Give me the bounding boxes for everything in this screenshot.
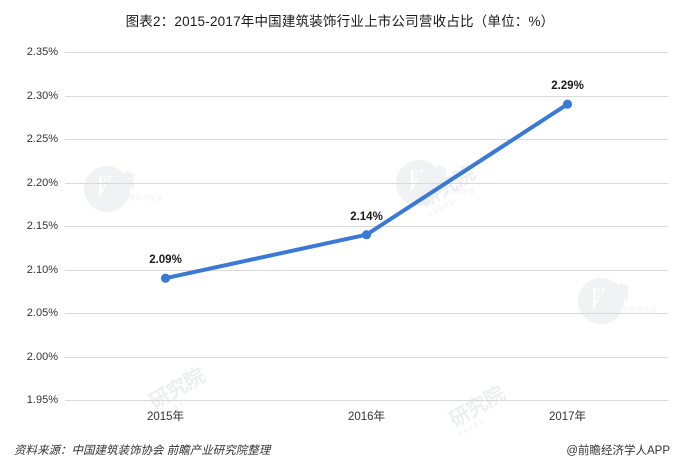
gridline [65,313,668,314]
chart-title: 图表2：2015-2017年中国建筑装饰行业上市公司营收占比（单位：%） [125,14,555,29]
gridline [65,52,668,53]
y-axis-tick-label: 1.95% [26,394,58,406]
watermark-tagline-1: 中国产业咨询领跑者 [100,195,163,202]
watermark-logo-mark-3 [578,278,624,324]
gridline [65,95,668,97]
y-axis-tick-label: 2.25% [26,133,58,145]
y-axis-tick-label: 2.15% [26,220,58,232]
y-axis-tick-label: 2.35% [26,46,58,58]
x-axis-tick-label: 2016年 [347,411,386,423]
y-axis-ticks: 2.35% 2.30% 2.25% 2.20% 2.15% 2.10% 2.05% 2.00%… [0,46,680,406]
watermark-brand-3: 前瞻 [594,283,630,302]
brand-note: @前瞻经济学人APP [566,445,670,457]
y-axis-tick-label: 2.20% [26,176,58,189]
watermark-tagline-3: 中国产业咨询领跑者 [594,307,657,314]
x-axis-tick-label: 2017年 [548,411,587,423]
watermark-logo-text-3: 前瞻 中国产业咨询领跑者 [594,278,657,314]
watermark-brand-1: 前瞻 [100,171,136,190]
data-point-label: 2.29% [551,80,584,93]
watermark-logo-mark-1 [84,166,130,212]
gridline [65,356,668,358]
data-point-label: 2.09% [149,254,182,267]
data-point-label: 2.14% [350,210,383,223]
source-note: 资料来源：中国建筑装饰协会 前瞻产业研究院整理 [14,445,271,457]
watermark-logo-text-1: 前瞻 中国产业咨询领跑者 [100,166,163,202]
gridline [65,400,668,401]
y-axis-tick-label: 2.00% [26,350,58,363]
y-axis-tick-label: 2.05% [26,307,58,319]
y-axis-tick-label: 2.30% [26,89,58,102]
y-axis-tick-label: 2.10% [26,263,58,276]
x-axis-tick-label: 2015年 [146,411,185,423]
